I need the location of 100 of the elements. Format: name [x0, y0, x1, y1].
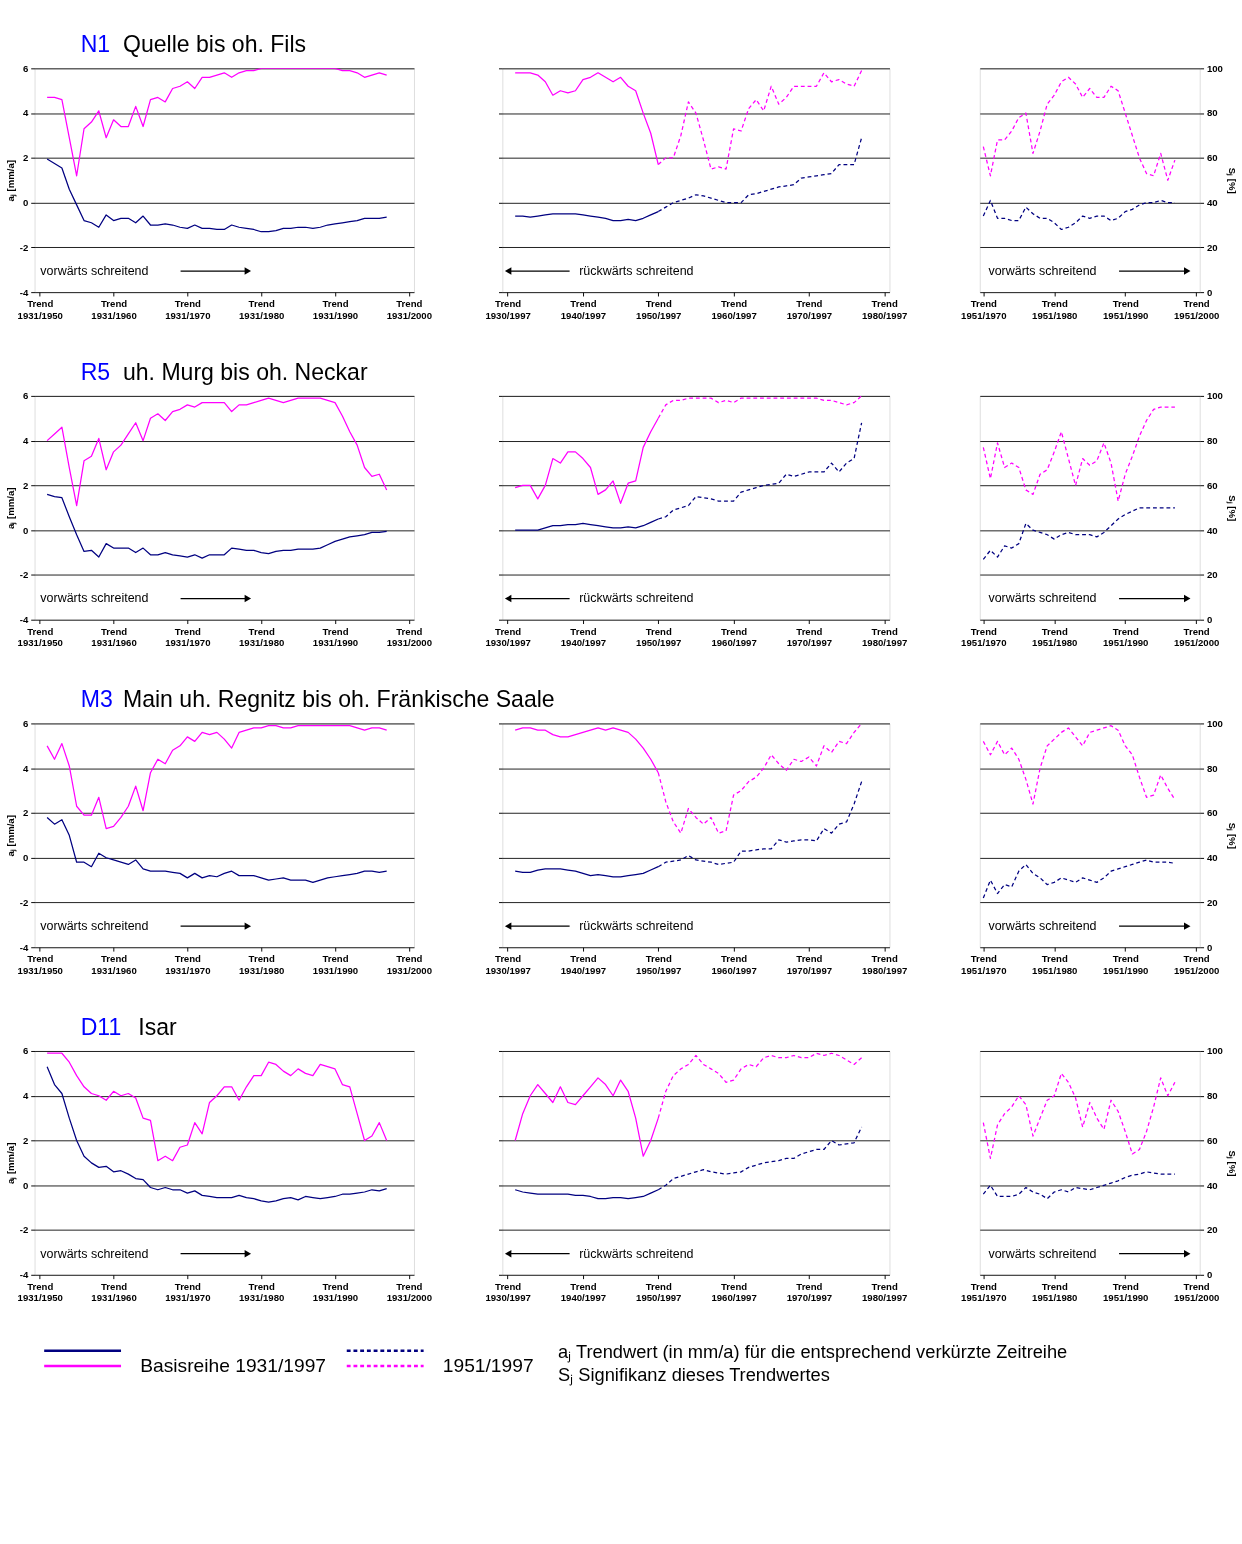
x-tick-label: Trend 1951/1980 [1032, 298, 1078, 321]
y-tick-label: 4 [22, 435, 29, 447]
x-tick-label: Trend 1980/1997 [862, 625, 908, 649]
x-tick-label: Trend 1951/2000 [1173, 625, 1220, 649]
annotation: vorwärts schreitend [40, 591, 149, 606]
x-tick-label: Trend 1951/1990 [1103, 298, 1149, 321]
y-axis-title: aⱼ [mm/a] [5, 160, 18, 202]
x-tick-label: Trend 1980/1997 [862, 953, 908, 976]
x-tick-label: Trend 1931/1990 [312, 1280, 359, 1304]
x-tick-label: Trend 1930/1997 [485, 625, 531, 649]
x-tick-label: Trend 1951/1990 [1103, 625, 1149, 649]
text: aⱼ Trendwert (in mm/a) für die entsprechend verkürzte Zeitreihe [558, 1341, 1068, 1364]
y-tick-label: -2 [19, 241, 29, 253]
x-tick-label: Trend 1931/2000 [386, 625, 432, 649]
x-tick-label: Trend 1951/1970 [961, 953, 1007, 976]
x-tick-label: Trend 1931/2000 [386, 953, 432, 976]
y2-tick-label: 20 [1206, 896, 1218, 908]
y-tick-label: -4 [19, 614, 29, 626]
chart-title: M3 Main uh. Regnitz bis oh. Fränkische Saale [80, 686, 555, 713]
y2-tick-label: 40 [1206, 524, 1218, 536]
line-series [46, 493, 388, 559]
x-tick-label: Trend 1940/1997 [560, 298, 607, 321]
x-tick-label: Trend 1951/1970 [961, 625, 1007, 649]
x-tick-label: Trend 1940/1997 [560, 1280, 607, 1304]
y-tick-label: 2 [22, 152, 29, 164]
x-tick-label: Trend 1930/1997 [485, 298, 531, 321]
x-tick-label: Trend 1931/1970 [165, 1280, 211, 1304]
y-tick-label: 4 [22, 107, 29, 119]
x-tick-label: Trend 1931/1980 [239, 625, 285, 649]
y-tick-label: 2 [22, 807, 29, 819]
y2-tick-label: 0 [1206, 1269, 1213, 1281]
x-tick-label: Trend 1960/1997 [711, 1280, 757, 1304]
y2-tick-label: 80 [1206, 107, 1218, 119]
y2-tick-label: 40 [1206, 197, 1218, 208]
line-series [982, 406, 1176, 502]
chart-title: R5 uh. Murg bis oh. Neckar [80, 358, 368, 385]
annotation: rückwärts schreitend [579, 591, 694, 606]
y2-tick-label: 60 [1206, 1134, 1218, 1146]
y-tick-label: -4 [19, 941, 29, 953]
y2-tick-label: 20 [1206, 1224, 1218, 1236]
x-tick-label: Trend 1931/1980 [239, 1280, 285, 1304]
y-tick-label: 0 [22, 852, 29, 864]
y-tick-label: 0 [22, 1179, 29, 1191]
x-tick-label: Trend 1930/1997 [485, 1280, 531, 1304]
y-tick-label: 0 [22, 197, 29, 208]
y-tick-label: 6 [22, 717, 29, 729]
line-series [46, 158, 388, 233]
annotation: rückwärts schreitend [579, 1246, 694, 1261]
x-tick-label: Trend 1931/1950 [17, 953, 63, 976]
y2-tick-label: 0 [1206, 614, 1213, 626]
annotation: vorwärts schreitend [988, 1246, 1097, 1261]
x-tick-label: Trend 1980/1997 [862, 1280, 908, 1304]
x-tick-label: Trend 1960/1997 [711, 625, 757, 649]
annotation: vorwärts schreitend [988, 263, 1097, 278]
y-tick-label: -2 [19, 896, 29, 908]
y2-tick-label: 100 [1206, 717, 1223, 729]
y2-tick-label: 0 [1206, 941, 1213, 953]
x-tick-label: Trend 1931/1990 [312, 625, 359, 649]
y-tick-label: 2 [22, 1134, 29, 1146]
x-tick-label: Trend 1931/1960 [91, 625, 137, 649]
annotation: vorwärts schreitend [40, 1246, 149, 1261]
annotation: vorwärts schreitend [40, 918, 149, 933]
x-tick-label: Trend 1960/1997 [711, 953, 757, 976]
annotation: vorwärts schreitend [988, 918, 1097, 933]
line-series [46, 1066, 388, 1203]
text: 1951/1997 [442, 1354, 534, 1376]
x-tick-label: Trend 1970/1997 [786, 953, 833, 976]
x-tick-label: Trend 1951/2000 [1173, 298, 1220, 321]
y2-tick-label: 60 [1206, 807, 1218, 819]
x-tick-label: Trend 1951/1970 [961, 298, 1007, 321]
x-tick-label: Trend 1951/1990 [1103, 1280, 1149, 1304]
y-tick-label: 6 [22, 62, 29, 74]
x-tick-label: Trend 1951/2000 [1173, 953, 1220, 976]
x-tick-label: Trend 1931/1970 [165, 298, 211, 321]
y2-axis-title: Sⱼ [%] [1225, 167, 1238, 194]
x-tick-label: Trend 1970/1997 [786, 298, 833, 321]
x-tick-label: Trend 1951/2000 [1173, 1280, 1220, 1304]
x-tick-label: Trend 1931/1980 [239, 298, 285, 321]
text: Sⱼ Signifikanz dieses Trendwertes [558, 1364, 830, 1387]
annotation: rückwärts schreitend [579, 263, 694, 278]
x-tick-label: Trend 1950/1997 [636, 1280, 682, 1304]
x-tick-label: Trend 1931/2000 [386, 298, 432, 321]
y-tick-label: -2 [19, 1224, 29, 1236]
x-tick-label: Trend 1951/1980 [1032, 953, 1078, 976]
x-tick-label: Trend 1930/1997 [485, 953, 531, 976]
x-tick-label: Trend 1931/1980 [239, 953, 285, 976]
text: Basisreihe 1931/1997 [140, 1354, 327, 1376]
y2-tick-label: 0 [1206, 286, 1213, 298]
y2-tick-label: 20 [1206, 241, 1218, 253]
y-tick-label: 6 [22, 390, 29, 402]
y2-axis-title: Sⱼ [%] [1225, 1150, 1238, 1177]
line-series [982, 725, 1176, 805]
annotation: vorwärts schreitend [988, 591, 1097, 606]
x-tick-label: Trend 1931/2000 [386, 1280, 432, 1304]
y2-axis-title: Sⱼ [%] [1225, 495, 1238, 522]
y-tick-label: -4 [19, 1269, 29, 1281]
x-tick-label: Trend 1951/1980 [1032, 1280, 1078, 1304]
y-tick-label: 0 [22, 524, 29, 536]
y2-tick-label: 40 [1206, 1179, 1218, 1191]
x-tick-label: Trend 1931/1990 [312, 298, 359, 321]
